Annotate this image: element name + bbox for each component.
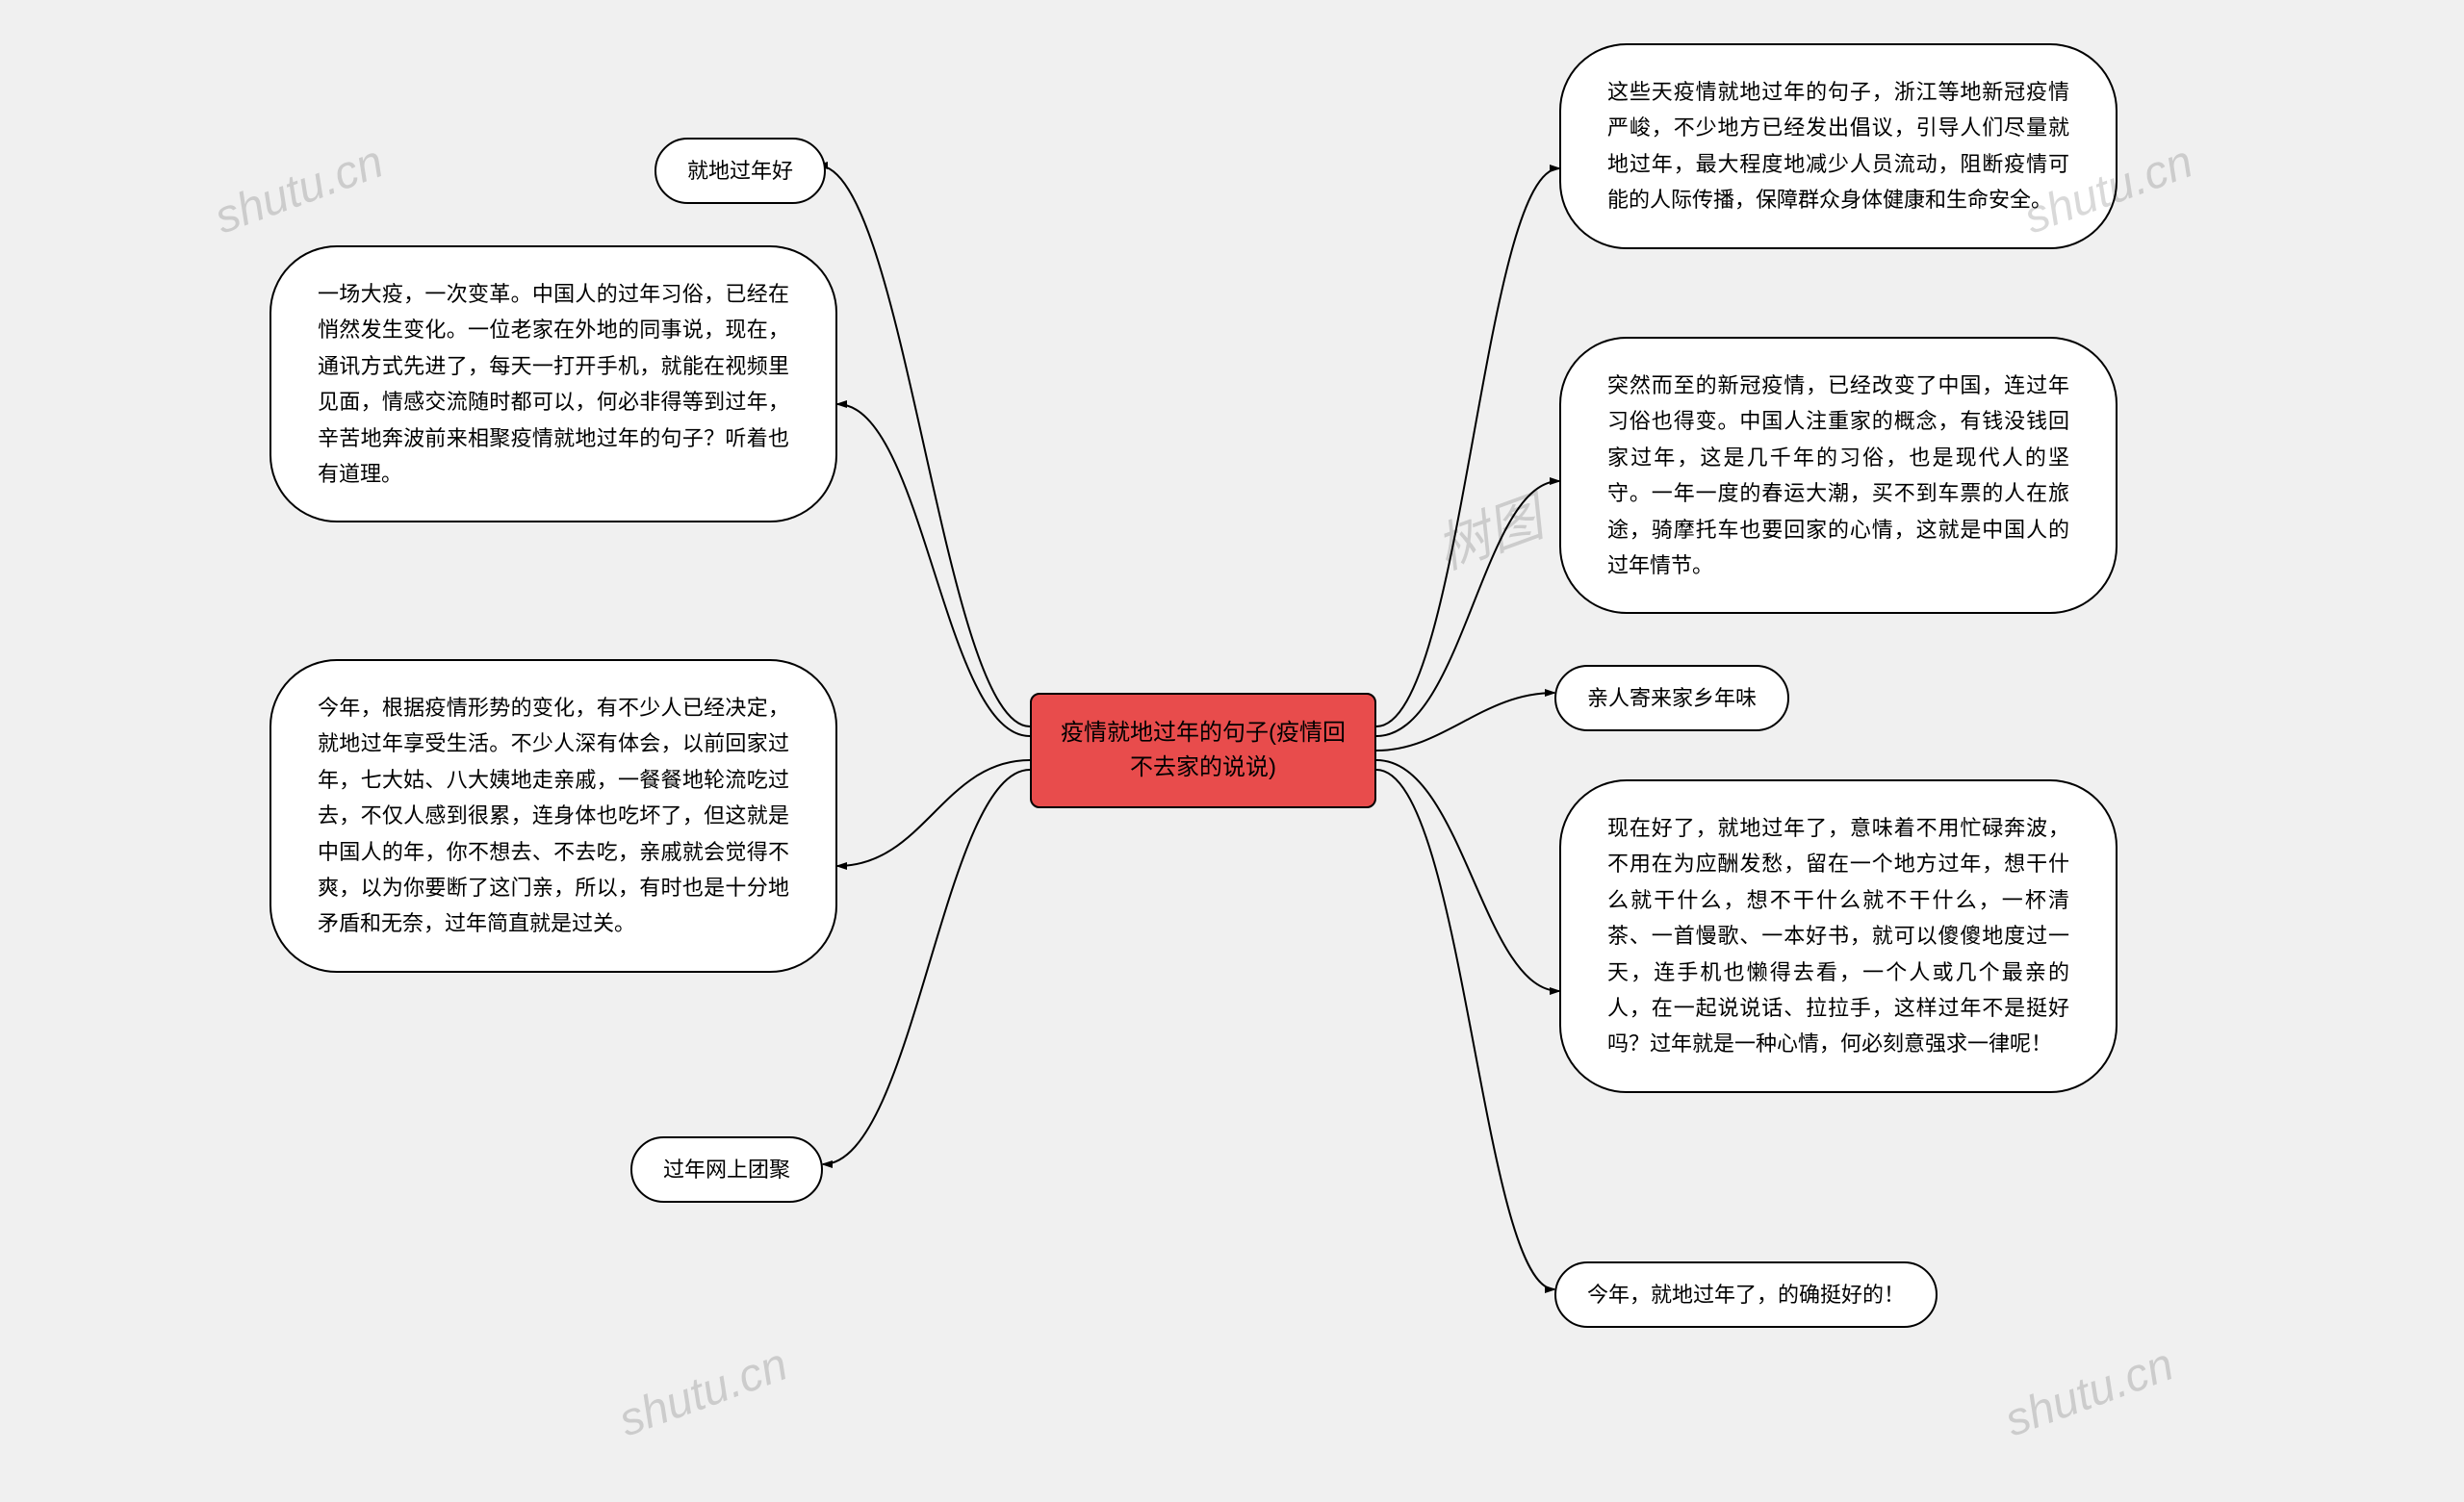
- watermark-2: 树图: [1424, 474, 1553, 584]
- right-node-1: 这些天疫情就地过年的句子，浙江等地新冠疫情严峻，不少地方已经发出倡议，引导人们尽…: [1559, 43, 2118, 249]
- right-node-4: 现在好了，就地过年了，意味着不用忙碌奔波，不用在为应酬发愁，留在一个地方过年，想…: [1559, 779, 2118, 1093]
- right-node-2: 突然而至的新冠疫情，已经改变了中国，连过年习俗也得变。中国人注重家的概念，有钱没…: [1559, 337, 2118, 614]
- watermark-5: shutu.cn: [1998, 1338, 2180, 1448]
- watermark-1: shutu.cn: [208, 136, 390, 245]
- left-node-4: 过年网上团聚: [630, 1136, 823, 1203]
- right-node-5: 今年，就地过年了，的确挺好的！: [1554, 1261, 1938, 1328]
- left-node-3: 今年，根据疫情形势的变化，有不少人已经决定，就地过年享受生活。不少人深有体会，以…: [270, 659, 837, 973]
- right-node-3: 亲人寄来家乡年味: [1554, 665, 1789, 731]
- watermark-4: shutu.cn: [612, 1338, 794, 1448]
- left-node-1: 就地过年好: [654, 138, 826, 204]
- left-node-2: 一场大疫，一次变革。中国人的过年习俗，已经在悄然发生变化。一位老家在外地的同事说…: [270, 245, 837, 522]
- root-node: 疫情就地过年的句子(疫情回不去家的说说): [1030, 693, 1376, 808]
